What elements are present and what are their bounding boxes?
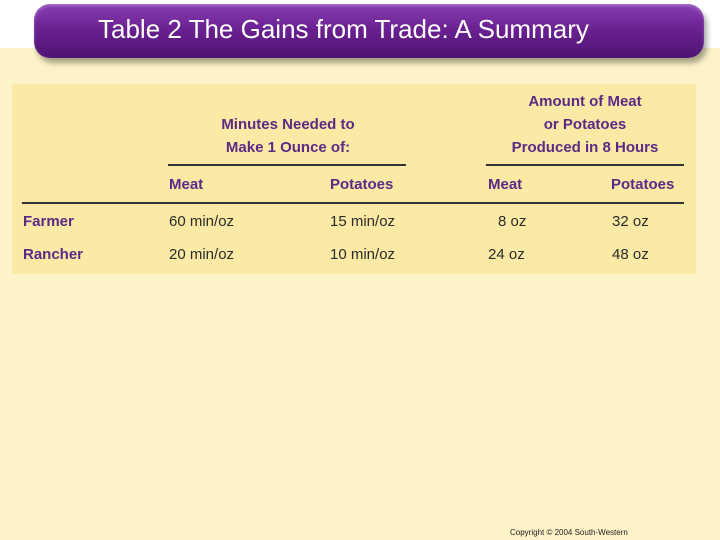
cell-farmer-meat-amount: 8 oz: [498, 213, 527, 230]
column-header-potatoes-amount: Potatoes: [611, 176, 675, 193]
cell-farmer-meat-minutes: 60 min/oz: [169, 213, 235, 230]
cell-rancher-potatoes-amount: 48 oz: [612, 246, 649, 263]
group-header-minutes: Minutes Needed to Make 1 Ounce of:: [168, 113, 408, 159]
slide-title: Table 2 The Gains from Trade: A Summary: [98, 14, 589, 44]
gains-from-trade-table: Minutes Needed to Make 1 Ounce of: Amoun…: [12, 84, 696, 274]
group-header-amount-line-3: Produced in 8 Hours: [511, 139, 659, 156]
row-label-rancher: Rancher: [23, 246, 84, 263]
group-header-amount-line-1: Amount of Meat: [528, 93, 642, 110]
cell-rancher-meat-amount: 24 oz: [488, 246, 525, 263]
column-header-potatoes-minutes: Potatoes: [330, 176, 394, 193]
group-header-minutes-line-2: Make 1 Ounce of:: [225, 139, 351, 156]
group-header-amount: Amount of Meat or Potatoes Produced in 8…: [485, 90, 685, 159]
copyright-notice: Copyright © 2004 South-Western: [510, 528, 628, 537]
title-bar: Table 2 The Gains from Trade: A Summary: [34, 4, 704, 58]
header-rule: [22, 202, 684, 204]
group-rule-minutes: [168, 164, 406, 166]
cell-rancher-potatoes-minutes: 10 min/oz: [330, 246, 396, 263]
column-header-meat-amount: Meat: [488, 176, 523, 193]
group-header-minutes-line-1: Minutes Needed to: [221, 116, 355, 133]
row-label-farmer: Farmer: [23, 213, 74, 230]
column-header-meat-minutes: Meat: [169, 176, 204, 193]
cell-farmer-potatoes-amount: 32 oz: [612, 213, 649, 230]
group-header-amount-line-2: or Potatoes: [543, 116, 627, 133]
group-rule-amount: [486, 164, 684, 166]
cell-farmer-potatoes-minutes: 15 min/oz: [330, 213, 396, 230]
cell-rancher-meat-minutes: 20 min/oz: [169, 246, 235, 263]
